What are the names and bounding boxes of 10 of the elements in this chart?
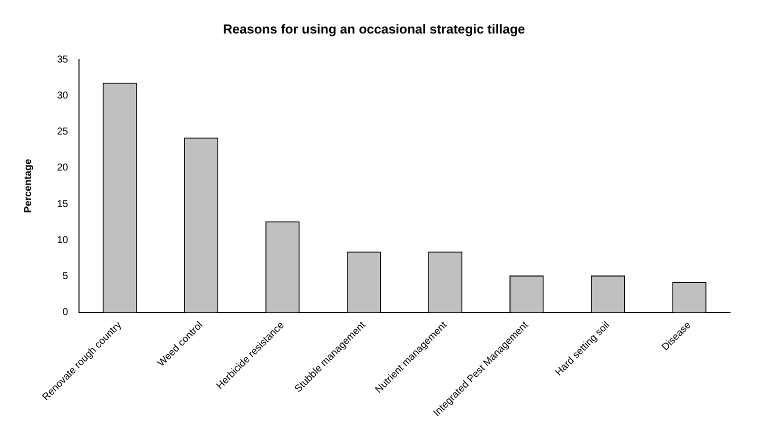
y-tick-label: 5 <box>62 270 69 282</box>
y-tick-label: 0 <box>62 307 69 318</box>
y-tick-label: 15 <box>57 198 69 210</box>
y-axis-title: Percentage <box>22 158 34 213</box>
y-tick-label: 35 <box>57 54 69 66</box>
y-tick-label: 30 <box>57 90 69 102</box>
y-tick-label: 20 <box>57 162 69 174</box>
y-tick-label: 10 <box>57 234 69 246</box>
y-tick-label: 25 <box>57 126 69 138</box>
chart-title: Reasons for using an occasional strategic tillage <box>223 21 525 36</box>
